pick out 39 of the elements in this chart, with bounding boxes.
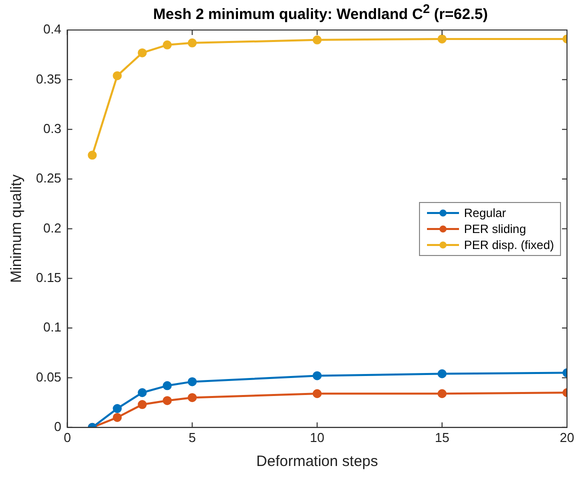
y-tick-label: 0.3 (43, 120, 62, 136)
y-tick-label: 0.1 (43, 320, 62, 335)
legend-label: PER sliding (464, 222, 526, 236)
point (188, 377, 197, 386)
legend-label: PER disp. (fixed) (464, 238, 554, 252)
x-tick-label: 20 (560, 430, 574, 445)
chart-title: Mesh 2 minimum quality: Wendland C$^{2}$ (r=62.5) (152, 2, 489, 23)
y-axis-title: Minimum quality (8, 174, 26, 283)
point (312, 371, 322, 380)
point (112, 71, 122, 80)
point (162, 40, 172, 50)
y-tick-label: 0.35 (36, 71, 62, 86)
point (138, 48, 147, 58)
point (438, 389, 447, 398)
point (138, 388, 147, 398)
point (312, 389, 322, 398)
point (162, 396, 172, 406)
x-tick-label: 10 (310, 430, 324, 445)
y-tick-label: 0.2 (43, 220, 62, 236)
point (88, 150, 97, 160)
x-tick-label: 15 (434, 430, 450, 445)
y-tick-label: 0 (54, 418, 62, 434)
point (188, 393, 197, 402)
point (438, 34, 447, 44)
point (162, 381, 172, 390)
y-tick-label: 0.25 (36, 170, 62, 186)
x-axis-title: Deformation steps (256, 453, 378, 470)
y-tick-label: 0.05 (36, 369, 62, 384)
y-tick-label: 0.4 (43, 22, 62, 37)
y-tick-label: 0.15 (36, 270, 62, 285)
point (312, 35, 322, 44)
x-tick-label: 5 (188, 430, 196, 445)
point (138, 400, 147, 410)
point (188, 38, 197, 48)
x-tick-label: 0 (64, 430, 71, 445)
legend-label: Regular (464, 206, 506, 220)
point (112, 412, 122, 422)
point (112, 404, 122, 414)
point (438, 369, 447, 378)
